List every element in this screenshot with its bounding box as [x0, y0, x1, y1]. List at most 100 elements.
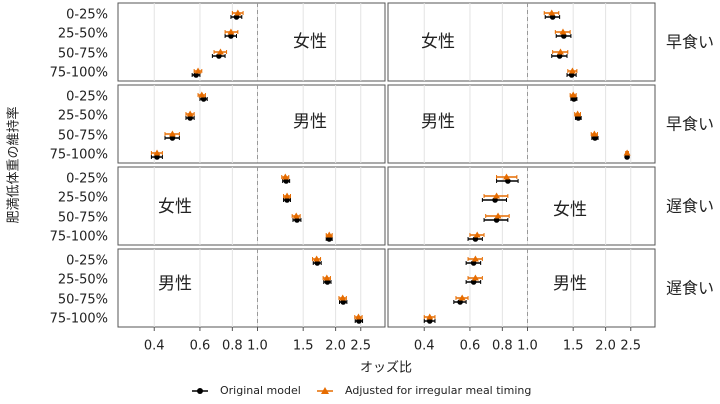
point [200, 96, 207, 102]
y-tick-label: 25-50% [58, 109, 108, 124]
point [281, 173, 289, 180]
strip-label: 遅食い [666, 197, 714, 216]
point [169, 135, 176, 141]
point [556, 53, 563, 59]
point [154, 154, 160, 160]
point [294, 217, 300, 223]
x-tick-label: 0.6 [460, 339, 481, 354]
point [325, 231, 333, 238]
point [216, 48, 224, 55]
point [193, 72, 199, 78]
point [339, 294, 347, 301]
point [426, 318, 433, 324]
y-tick-label: 50-75% [58, 129, 108, 144]
point [284, 197, 290, 203]
point [326, 236, 333, 242]
point [228, 33, 234, 39]
y-axis-label: 肥満低体重の維持率 [6, 106, 22, 223]
point [216, 53, 222, 59]
y-tick-label: 25-50% [58, 27, 108, 42]
panel-label: 女性 [293, 32, 327, 52]
point [324, 279, 331, 285]
y-tick-label: 75-100% [50, 230, 108, 245]
x-tick-label: 0.8 [222, 339, 243, 354]
x-tick-label: 2.5 [620, 339, 641, 354]
legend-marker [321, 387, 329, 394]
point [471, 274, 479, 281]
x-tick-label: 0.4 [144, 339, 165, 354]
point [233, 14, 240, 20]
point [548, 9, 556, 16]
strip-label: 早食い [666, 33, 714, 52]
point [227, 28, 235, 35]
point [470, 260, 477, 266]
point [354, 313, 362, 320]
y-tick-label: 75-100% [50, 148, 108, 163]
point [283, 178, 289, 184]
x-tick-label: 2.0 [595, 339, 616, 354]
panel-label: 男性 [293, 112, 327, 132]
x-tick-label: 2.5 [350, 339, 371, 354]
panel [117, 2, 386, 82]
point [549, 14, 556, 20]
point [153, 149, 161, 156]
point [472, 236, 479, 242]
strip-label: 遅食い [666, 279, 714, 298]
point [313, 255, 321, 262]
point [624, 154, 630, 160]
point [168, 130, 176, 137]
x-tick-label: 1.0 [247, 339, 268, 354]
point [560, 33, 567, 39]
panel [117, 84, 386, 164]
y-tick-label: 0-25% [66, 8, 108, 23]
point [314, 260, 321, 266]
point [575, 115, 582, 121]
point [340, 299, 347, 305]
y-tick-label: 25-50% [58, 273, 108, 288]
panel [117, 248, 386, 328]
legend-label: Adjusted for irregular meal timing [345, 384, 531, 397]
y-tick-label: 0-25% [66, 254, 108, 269]
panel [387, 166, 656, 246]
panel-label: 女性 [158, 197, 192, 217]
point [574, 110, 582, 117]
point [457, 299, 463, 305]
point [568, 67, 576, 74]
point [590, 130, 598, 137]
legend-label: Original model [220, 384, 301, 397]
point [198, 91, 206, 98]
y-tick-label: 0-25% [66, 90, 108, 105]
y-tick-label: 50-75% [58, 293, 108, 308]
y-tick-label: 75-100% [50, 66, 108, 81]
point [505, 178, 511, 184]
point [571, 96, 577, 102]
point [426, 313, 434, 320]
point [292, 212, 300, 219]
panel-label: 女性 [553, 200, 587, 220]
panel-label: 女性 [421, 32, 455, 52]
point [559, 28, 567, 35]
legend-marker [197, 388, 203, 394]
panel-label: 男性 [421, 112, 455, 132]
point [492, 197, 498, 203]
point [493, 192, 501, 199]
panel [387, 2, 656, 82]
x-tick-label: 1.5 [563, 339, 584, 354]
panel-label: 男性 [158, 274, 192, 294]
point [194, 67, 202, 74]
point [503, 173, 511, 180]
point [569, 91, 577, 98]
panel-label: 男性 [553, 274, 587, 294]
y-tick-label: 50-75% [58, 211, 108, 226]
y-tick-label: 75-100% [50, 312, 108, 327]
point [623, 149, 631, 156]
point [471, 255, 479, 262]
x-tick-label: 0.4 [414, 339, 435, 354]
x-axis-label: オッズ比 [360, 360, 412, 376]
point [470, 279, 477, 285]
y-tick-label: 25-50% [58, 191, 108, 206]
point [187, 115, 193, 121]
x-tick-label: 0.6 [190, 339, 211, 354]
point [186, 110, 194, 117]
